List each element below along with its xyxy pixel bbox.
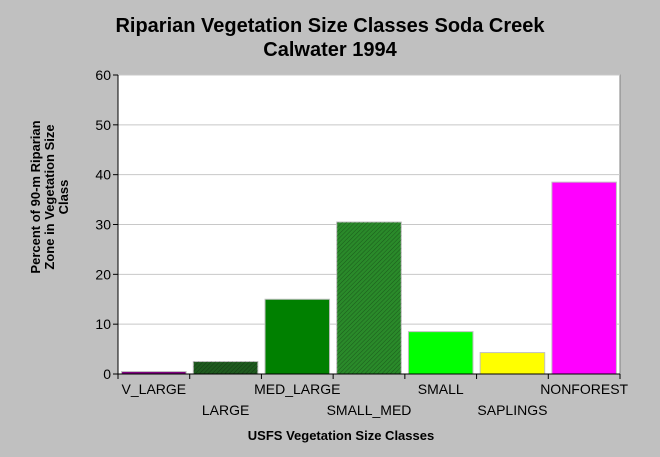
y-tick-label: 60 (95, 67, 111, 83)
y-tick-label: 50 (95, 117, 111, 133)
y-tick-label: 40 (95, 167, 111, 183)
bar-med-large (264, 298, 331, 375)
x-axis-label: USFS Vegetation Size Classes (248, 428, 434, 443)
bar-small (407, 331, 474, 375)
y-axis-label-line-2: Zone in Vegetation Size (42, 124, 57, 269)
y-tick-label: 20 (95, 266, 111, 282)
y-axis-label-line-1: Percent of 90-m Riparian (28, 120, 43, 273)
bars-group (121, 181, 617, 375)
axes-group (113, 74, 621, 379)
bar-saplings (479, 352, 546, 375)
y-axis-label-line-3: Class (56, 180, 71, 215)
bar-nonforest (551, 181, 617, 375)
bar-hatch-overlay (193, 361, 258, 374)
y-axis-label: Percent of 90-m Riparian Zone in Vegetat… (28, 120, 71, 273)
x-tick-label: SMALL_MED (327, 402, 412, 418)
y-tick-label: 30 (95, 217, 111, 233)
x-tick-label: SAPLINGS (477, 402, 547, 418)
x-tick-label: LARGE (202, 402, 249, 418)
y-tick-label: 0 (103, 366, 111, 382)
x-tick-label: V_LARGE (122, 381, 187, 397)
x-tick-label: SMALL (418, 381, 464, 397)
y-tick-label: 10 (95, 316, 111, 332)
chart-title-line-1: Riparian Vegetation Size Classes Soda Cr… (115, 15, 545, 37)
y-tick-labels: 0 10 20 30 40 50 60 (95, 67, 111, 382)
x-tick-label: NONFOREST (540, 381, 628, 397)
chart-title-line-2: Calwater 1994 (263, 39, 397, 61)
bar-hatch-overlay (336, 222, 402, 374)
x-tick-label: MED_LARGE (254, 381, 340, 397)
x-tick-labels: V_LARGE LARGE MED_LARGE SMALL_MED SMALL SAPLI… (122, 381, 629, 418)
